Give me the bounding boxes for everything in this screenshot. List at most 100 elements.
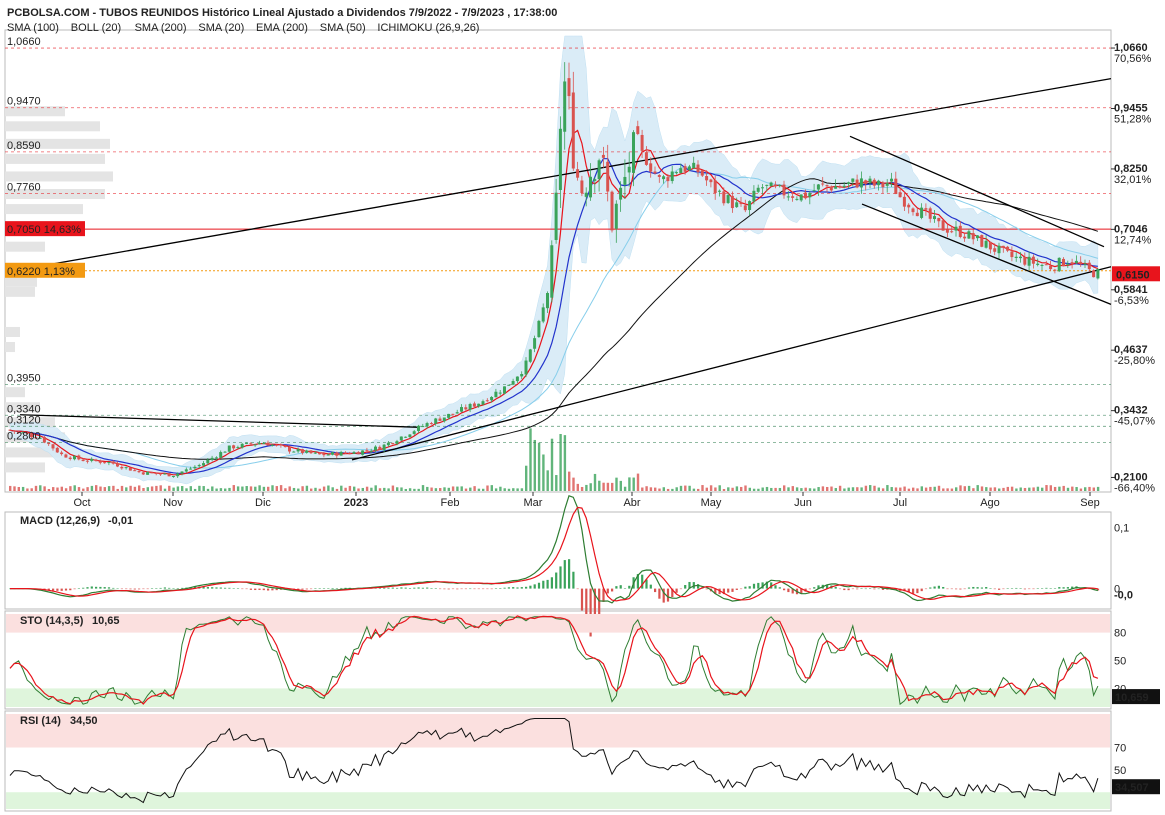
candle <box>997 242 1001 259</box>
candle <box>546 291 549 314</box>
rsi-title: RSI (14) <box>20 715 61 727</box>
volume-bar <box>920 486 923 491</box>
volume-bar <box>903 486 906 491</box>
trend-line <box>351 266 1112 461</box>
volume-bar <box>39 485 42 491</box>
macd-histogram-bar <box>1045 587 1048 589</box>
volume-bar <box>757 488 760 491</box>
candle-body <box>558 128 562 191</box>
candle <box>713 175 717 200</box>
candle <box>352 450 356 455</box>
macd-histogram-bar <box>1019 588 1022 589</box>
candle <box>103 462 107 464</box>
volume-bar <box>60 486 63 491</box>
volume-bar <box>873 485 876 491</box>
candle-body <box>391 443 395 445</box>
volume-bar <box>1075 487 1078 491</box>
candle-body <box>64 454 68 458</box>
volume-bar <box>69 486 72 491</box>
candle-body <box>107 461 111 464</box>
candle <box>438 416 442 422</box>
macd-histogram-bar <box>748 586 751 589</box>
candle <box>984 235 988 249</box>
volume-bar <box>933 486 936 491</box>
macd-histogram-bar <box>778 587 781 589</box>
candle-body <box>150 472 154 474</box>
volume-bar <box>421 485 425 491</box>
candle <box>821 176 825 187</box>
volume-bar <box>529 428 532 491</box>
candle <box>718 189 721 197</box>
candle <box>322 451 326 458</box>
macd-histogram-bar <box>559 566 562 589</box>
macd-histogram-bar <box>417 587 420 589</box>
candle-body <box>408 434 412 438</box>
candle-body <box>193 466 197 469</box>
candle-body <box>821 183 825 185</box>
volume-bar <box>714 487 717 491</box>
candle-body <box>799 194 803 201</box>
volume-bar <box>950 488 954 491</box>
candle-body <box>206 459 210 464</box>
candle <box>17 430 21 434</box>
macd-histogram-bar <box>490 588 493 590</box>
candle-body <box>262 443 266 445</box>
candle <box>933 209 936 223</box>
volume-bar <box>598 480 601 491</box>
candle <box>116 461 119 468</box>
macd-histogram-bar <box>731 588 734 592</box>
candle-body <box>735 202 739 208</box>
candle-body <box>967 231 971 239</box>
candle-body <box>907 204 911 208</box>
macd-histogram-bar <box>73 588 76 590</box>
candle <box>623 159 627 199</box>
candle-body <box>464 407 468 410</box>
candle <box>1096 268 1100 280</box>
volume-bar <box>47 488 51 491</box>
candle-body <box>1049 265 1053 270</box>
right-tick-pct: -66,40% <box>1114 482 1155 494</box>
volume-bar <box>1028 487 1031 491</box>
volume-bar <box>1062 485 1065 491</box>
candle <box>262 442 266 445</box>
candle-body <box>120 466 124 469</box>
macd-histogram-bar <box>826 584 829 589</box>
candle <box>150 471 154 474</box>
candle <box>1027 251 1031 271</box>
macd-histogram-bar <box>211 587 214 589</box>
candle-body <box>541 307 545 322</box>
candle-body <box>197 465 201 467</box>
candle <box>670 165 674 184</box>
volume-bar <box>503 488 506 491</box>
volume-bar <box>52 487 55 491</box>
candle <box>412 429 416 436</box>
candle <box>180 471 184 476</box>
macd-histogram-bar <box>722 588 725 595</box>
sto-d-line <box>9 615 1099 705</box>
macd-histogram-bar <box>740 588 743 590</box>
macd-histogram-bar <box>529 585 532 589</box>
candle <box>309 450 313 455</box>
macd-histogram-bar <box>658 588 661 599</box>
candle <box>429 421 433 425</box>
candle <box>171 475 175 478</box>
volume-bar <box>426 486 429 491</box>
candle <box>675 171 678 175</box>
volume-bar <box>808 488 812 491</box>
candle <box>765 184 769 192</box>
candle-body <box>804 192 807 199</box>
candle-body <box>382 444 386 450</box>
candle-body <box>485 400 489 402</box>
candle <box>498 390 502 396</box>
candle <box>804 189 807 200</box>
candle-body <box>163 473 167 475</box>
volume-bar <box>636 473 640 491</box>
volume-profile-bar <box>5 204 83 215</box>
volume-bar <box>451 486 455 491</box>
volume-bar <box>735 486 739 491</box>
volume-bar <box>666 488 670 491</box>
macd-histogram-bar <box>396 587 399 589</box>
candle-body <box>300 449 304 453</box>
tagged-level-label: 0,7050 14,63% <box>7 224 81 236</box>
macd-histogram-bar <box>765 581 768 589</box>
